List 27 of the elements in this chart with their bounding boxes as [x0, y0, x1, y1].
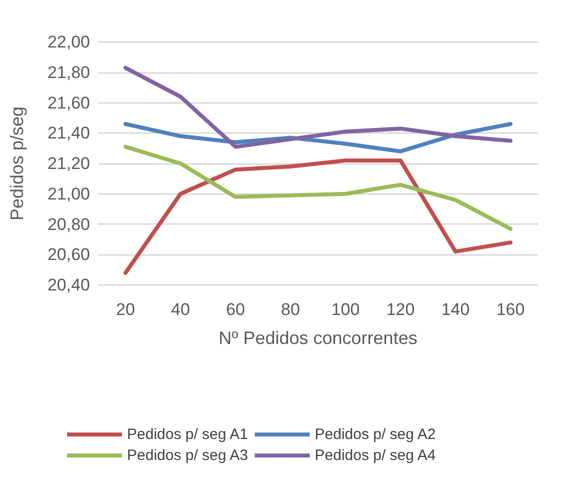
- y-tick-label: 21,20: [47, 154, 90, 173]
- legend-label: Pedidos p/ seg A3: [127, 447, 248, 464]
- y-tick-label: 20,60: [47, 245, 90, 264]
- x-tick-label: 160: [496, 300, 525, 319]
- line-series: [124, 144, 512, 231]
- y-tick-label: 21,00: [47, 184, 90, 204]
- x-tick-label: 40: [171, 300, 190, 319]
- x-axis-title: Nº Pedidos concorrentes: [218, 328, 418, 348]
- legend-label: Pedidos p/ seg A2: [314, 426, 436, 443]
- line-series: [124, 158, 512, 275]
- y-tick-label: 20,80: [47, 214, 90, 234]
- legend-label: Pedidos p/ seg A1: [127, 426, 248, 443]
- line-series: [124, 66, 512, 149]
- x-tick-label: 60: [226, 300, 245, 319]
- x-tick-label: 100: [331, 300, 360, 319]
- x-tick-label: 120: [386, 300, 415, 319]
- y-tick-label: 20,40: [47, 276, 90, 294]
- y-tick-label: 21,60: [47, 93, 90, 112]
- legend-label: Pedidos p/ seg A4: [314, 447, 436, 464]
- x-tick-label: 20: [116, 300, 135, 319]
- y-tick-label: 21,80: [47, 62, 90, 82]
- y-tick-label: 21,40: [47, 124, 90, 143]
- x-tick-label: 140: [441, 300, 470, 319]
- x-tick-label: 80: [281, 300, 300, 319]
- y-tick-label: 22,00: [47, 32, 90, 52]
- y-axis-title: Pedidos p/seg: [7, 106, 27, 221]
- line-series: [124, 122, 512, 154]
